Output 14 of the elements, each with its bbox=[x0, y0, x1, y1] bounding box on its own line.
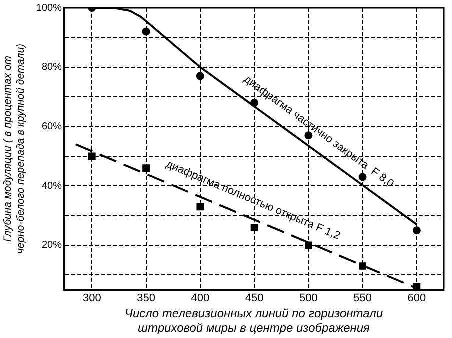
y-axis-title: Глубина модуляции ( в процентах от черно-белого перепада в крупной детали) bbox=[2, 44, 27, 254]
y-tick-label: 100% bbox=[36, 2, 62, 14]
x-tick-label: 550 bbox=[354, 292, 372, 305]
x-tick-label: 600 bbox=[408, 292, 426, 305]
x-tick-label: 500 bbox=[299, 292, 318, 305]
y-tick-label: 40% bbox=[42, 180, 62, 192]
y-tick-label: 80% bbox=[42, 62, 62, 74]
x-tick-label: 300 bbox=[82, 292, 102, 305]
x-tick-label: 450 bbox=[245, 292, 264, 305]
x-axis-title: Число телевизионных линий по горизонтали штриховой миры в центре изображения bbox=[124, 306, 384, 336]
y-tick-label: 20% bbox=[42, 240, 62, 252]
x-tick-label: 350 bbox=[137, 292, 156, 305]
y-tick-label: 60% bbox=[42, 121, 62, 132]
x-tick-label: 400 bbox=[191, 292, 210, 305]
